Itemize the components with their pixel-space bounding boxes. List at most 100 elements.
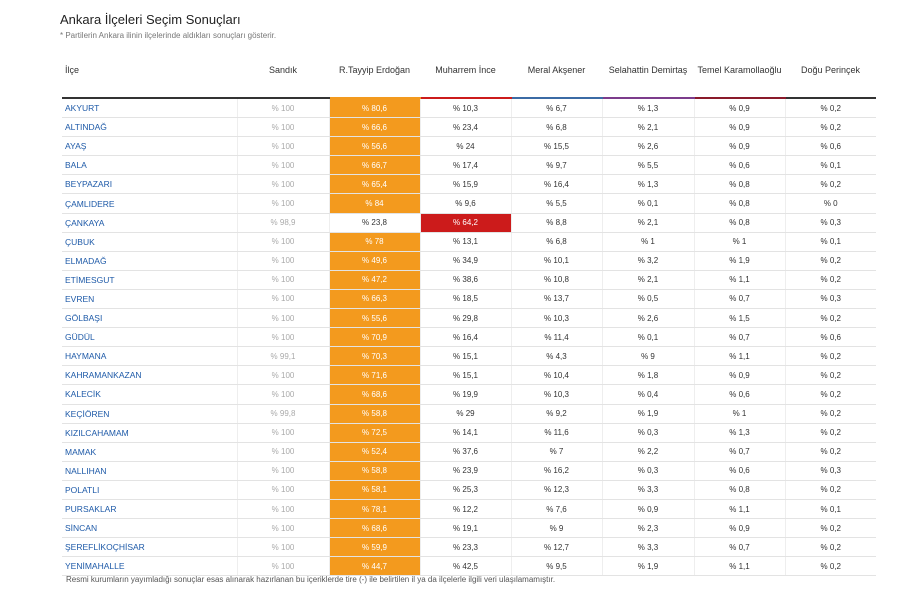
result-cell: % 9 [510, 518, 602, 539]
result-cell: % 0,9 [693, 365, 785, 386]
result-cell: % 19,9 [419, 384, 511, 405]
district-name: GÜDÜL [62, 327, 237, 348]
result-cell: % 38,6 [419, 270, 511, 290]
district-name: ELMADAĞ [62, 251, 237, 271]
result-cell: % 1,3 [693, 423, 785, 443]
result-cell: % 58,8 [328, 404, 420, 424]
result-cell: % 10,1 [510, 251, 602, 271]
result-cell: % 70,9 [328, 327, 420, 348]
result-cell: % 0,2 [784, 423, 876, 443]
result-cell: % 0,2 [784, 518, 876, 539]
district-name: ÇUBUK [62, 232, 237, 252]
result-cell: % 23,4 [419, 117, 511, 138]
result-cell: % 0,2 [784, 365, 876, 386]
result-cell: % 100 [236, 480, 329, 500]
district-name: PURSAKLAR [62, 499, 237, 520]
column-header: R.Tayyip Erdoğan [329, 60, 420, 99]
district-name: ÇANKAYA [62, 213, 237, 233]
result-cell: % 78,1 [328, 499, 420, 520]
table-row: GÜDÜL% 100% 70,9% 16,4% 11,4% 0,1% 0,7% … [62, 327, 876, 348]
column-header: İlçe [62, 60, 237, 99]
district-name: SİNCAN [62, 518, 237, 539]
result-cell: % 24 [419, 136, 511, 157]
result-cell: % 0,1 [784, 155, 876, 176]
table-row: EVREN% 100% 66,3% 18,5% 13,7% 0,5% 0,7% … [62, 289, 876, 310]
result-cell: % 100 [236, 499, 329, 520]
table-row: ÇAMLIDERE% 100% 84% 9,6% 5,5% 0,1% 0,8% … [62, 193, 876, 214]
subtitle: * Partilerin Ankara ilinin ilçelerinde a… [60, 31, 277, 40]
result-cell: % 1,5 [693, 308, 785, 329]
result-cell: % 99,8 [236, 404, 329, 424]
result-cell: % 0,6 [693, 384, 785, 405]
result-cell: % 100 [236, 98, 329, 119]
result-cell: % 13,7 [510, 289, 602, 310]
column-header: Selahattin Demirtaş [602, 60, 694, 99]
table-row: BALA% 100% 66,7% 17,4% 9,7% 5,5% 0,6% 0,… [62, 155, 876, 176]
result-cell: % 0 [784, 193, 876, 214]
result-cell: % 66,7 [328, 155, 420, 176]
result-cell: % 100 [236, 289, 329, 310]
result-cell: % 11,6 [510, 423, 602, 443]
table-row: KAHRAMANKAZAN% 100% 71,6% 15,1% 10,4% 1,… [62, 365, 876, 386]
district-name: ALTINDAĞ [62, 117, 237, 138]
result-cell: % 18,5 [419, 289, 511, 310]
result-cell: % 100 [236, 136, 329, 157]
result-cell: % 58,8 [328, 461, 420, 481]
result-cell: % 0,8 [693, 213, 785, 233]
result-cell: % 23,9 [419, 461, 511, 481]
table-row: ALTINDAĞ% 100% 66,6% 23,4% 6,8% 2,1% 0,9… [62, 117, 876, 138]
result-cell: % 9,6 [419, 193, 511, 214]
result-cell: % 100 [236, 117, 329, 138]
result-cell: % 42,5 [419, 556, 511, 577]
district-name: KAHRAMANKAZAN [62, 365, 237, 386]
column-header: Temel Karamollaoğlu [694, 60, 785, 99]
result-cell: % 0,6 [693, 155, 785, 176]
result-cell: % 100 [236, 518, 329, 539]
result-cell: % 0,9 [601, 499, 694, 520]
result-cell: % 0,7 [693, 327, 785, 348]
result-cell: % 1,8 [601, 365, 694, 386]
result-cell: % 7 [510, 442, 602, 462]
result-cell: % 37,6 [419, 442, 511, 462]
result-cell: % 100 [236, 556, 329, 577]
table-body: AKYURT% 100% 80,6% 10,3% 6,7% 1,3% 0,9% … [62, 98, 876, 577]
table-row: ELMADAĞ% 100% 49,6% 34,9% 10,1% 3,2% 1,9… [62, 251, 876, 271]
table-row: MAMAK% 100% 52,4% 37,6% 7% 2,2% 0,7% 0,2 [62, 442, 876, 462]
district-name: GÖLBAŞI [62, 308, 237, 329]
result-cell: % 100 [236, 384, 329, 405]
result-cell: % 1 [693, 404, 785, 424]
result-cell: % 2,2 [601, 442, 694, 462]
result-cell: % 1,1 [693, 499, 785, 520]
result-cell: % 0,2 [784, 442, 876, 462]
result-cell: % 2,6 [601, 136, 694, 157]
result-cell: % 0,9 [693, 98, 785, 119]
result-cell: % 0,7 [693, 537, 785, 558]
result-cell: % 100 [236, 174, 329, 195]
result-cell: % 71,6 [328, 365, 420, 386]
result-cell: % 34,9 [419, 251, 511, 271]
result-cell: % 0,9 [693, 117, 785, 138]
result-cell: % 10,3 [419, 98, 511, 119]
result-cell: % 0,2 [784, 404, 876, 424]
result-cell: % 0,3 [601, 461, 694, 481]
result-cell: % 10,3 [510, 384, 602, 405]
result-cell: % 17,4 [419, 155, 511, 176]
result-cell: % 29,8 [419, 308, 511, 329]
result-cell: % 23,3 [419, 537, 511, 558]
result-cell: % 12,7 [510, 537, 602, 558]
result-cell: % 65,4 [328, 174, 420, 195]
result-cell: % 15,9 [419, 174, 511, 195]
result-cell: % 0,4 [601, 384, 694, 405]
result-cell: % 0,8 [693, 193, 785, 214]
table-row: ÇUBUK% 100% 78% 13,1% 6,8% 1% 1% 0,1 [62, 232, 876, 252]
result-cell: % 0,2 [784, 251, 876, 271]
table-row: KEÇİÖREN% 99,8% 58,8% 29% 9,2% 1,9% 1% 0… [62, 404, 876, 424]
result-cell: % 0,2 [784, 537, 876, 558]
result-cell: % 49,6 [328, 251, 420, 271]
result-cell: % 0,3 [784, 213, 876, 233]
result-cell: % 1,3 [601, 98, 694, 119]
result-cell: % 6,7 [510, 98, 602, 119]
district-name: KALECİK [62, 384, 237, 405]
table-row: KALECİK% 100% 68,6% 19,9% 10,3% 0,4% 0,6… [62, 384, 876, 405]
result-cell: % 3,2 [601, 251, 694, 271]
